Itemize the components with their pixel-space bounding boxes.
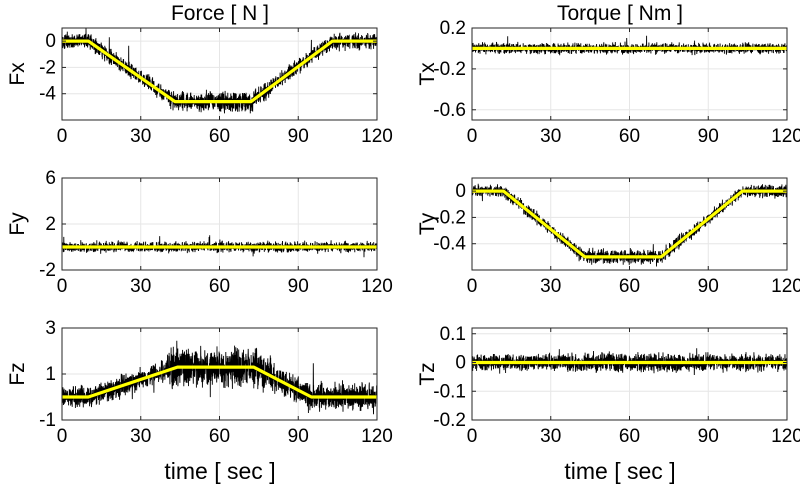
x-tick-label: 90 (288, 426, 309, 447)
y-tick-label: -0.2 (433, 410, 466, 431)
x-tick-label: 0 (467, 126, 478, 147)
y-tick-label: 0 (455, 181, 466, 202)
x-tick-label: 120 (771, 426, 800, 447)
x-tick-label: 90 (698, 426, 719, 447)
x-tick-label: 30 (130, 126, 151, 147)
x-axis-label-left: time [ sec ] (164, 458, 275, 484)
y-tick-label: -0.2 (433, 59, 466, 80)
raw-signal-series (61, 27, 378, 114)
filtered-signal-series (472, 189, 787, 259)
raw-signal-series (61, 340, 378, 415)
filtered-signal-series (62, 39, 377, 104)
x-tick-label: 0 (467, 276, 478, 297)
y-tick-label: 1 (45, 364, 56, 385)
panel-tx: 0 30 60 90 120 0.2 -0.2 -0.6 Tx (416, 18, 800, 147)
filtered-signal-series (62, 365, 377, 399)
y-tick-label: 0.2 (440, 18, 466, 39)
x-tick-label: 60 (619, 126, 640, 147)
x-tick-label: 0 (57, 276, 68, 297)
y-axis-label: Fx (6, 62, 29, 86)
x-tick-label: 120 (361, 126, 393, 147)
x-tick-label: 120 (771, 276, 800, 297)
y-tick-label: 3 (45, 318, 56, 339)
x-tick-label: 30 (130, 276, 151, 297)
x-tick-label: 60 (209, 426, 230, 447)
y-tick-label: 0 (455, 353, 466, 374)
panel-ty: 0 30 60 90 120 0 -0.2 -0.4Ty (416, 177, 800, 297)
x-tick-label: 30 (540, 426, 561, 447)
y-axis-label: Tz (416, 362, 439, 385)
raw-signal-series (471, 348, 788, 376)
x-tick-label: 60 (619, 426, 640, 447)
x-tick-label: 60 (209, 126, 230, 147)
y-axis-label: Fy (6, 212, 29, 236)
x-tick-label: 90 (698, 126, 719, 147)
y-axis-label: Fz (6, 362, 29, 385)
x-tick-label: 90 (288, 126, 309, 147)
x-tick-label: 120 (361, 426, 393, 447)
y-tick-label: -2 (39, 57, 56, 78)
x-tick-label: 30 (540, 126, 561, 147)
y-tick-label: -0.4 (433, 234, 466, 255)
y-tick-label: -0.6 (433, 100, 466, 121)
y-tick-label: 2 (45, 214, 56, 235)
torque-column-title: Torque [ Nm ] (557, 2, 683, 25)
x-tick-label: 90 (288, 276, 309, 297)
y-axis-label: Ty (416, 212, 439, 235)
x-tick-label: 0 (57, 126, 68, 147)
y-tick-label: -4 (39, 84, 56, 105)
panel-fx: 0 30 60 90 120 0 -2 -4 Fx (6, 27, 393, 147)
x-tick-label: 120 (361, 276, 393, 297)
y-tick-label: 0 (45, 31, 56, 52)
force-column-title: Force [ N ] (171, 2, 269, 25)
x-tick-label: 90 (698, 276, 719, 297)
x-tick-label: 60 (619, 276, 640, 297)
x-tick-label: 0 (57, 426, 68, 447)
panel-fz: 0 30 60 90 120 3 1 -1 Fz (6, 318, 393, 447)
x-tick-label: 120 (771, 126, 800, 147)
x-tick-label: 0 (467, 426, 478, 447)
x-tick-label: 30 (130, 426, 151, 447)
x-tick-label: 30 (540, 276, 561, 297)
y-tick-label: -1 (39, 410, 56, 431)
panel-tz: 0 30 60 90 120 0.1 0 -0.1 -0.2 Tz (416, 324, 800, 447)
y-tick-label: -0.2 (433, 207, 466, 228)
y-tick-label: 0.1 (440, 324, 466, 345)
y-tick-label: 6 (45, 168, 56, 189)
y-tick-label: -2 (39, 260, 56, 281)
x-tick-label: 60 (209, 276, 230, 297)
y-axis-label: Tx (416, 62, 439, 86)
y-tick-label: -0.1 (433, 381, 466, 402)
panel-fy: 0 30 60 90 120 6 2 -2 Fy (6, 168, 393, 297)
x-axis-label-right: time [ sec ] (564, 458, 675, 484)
